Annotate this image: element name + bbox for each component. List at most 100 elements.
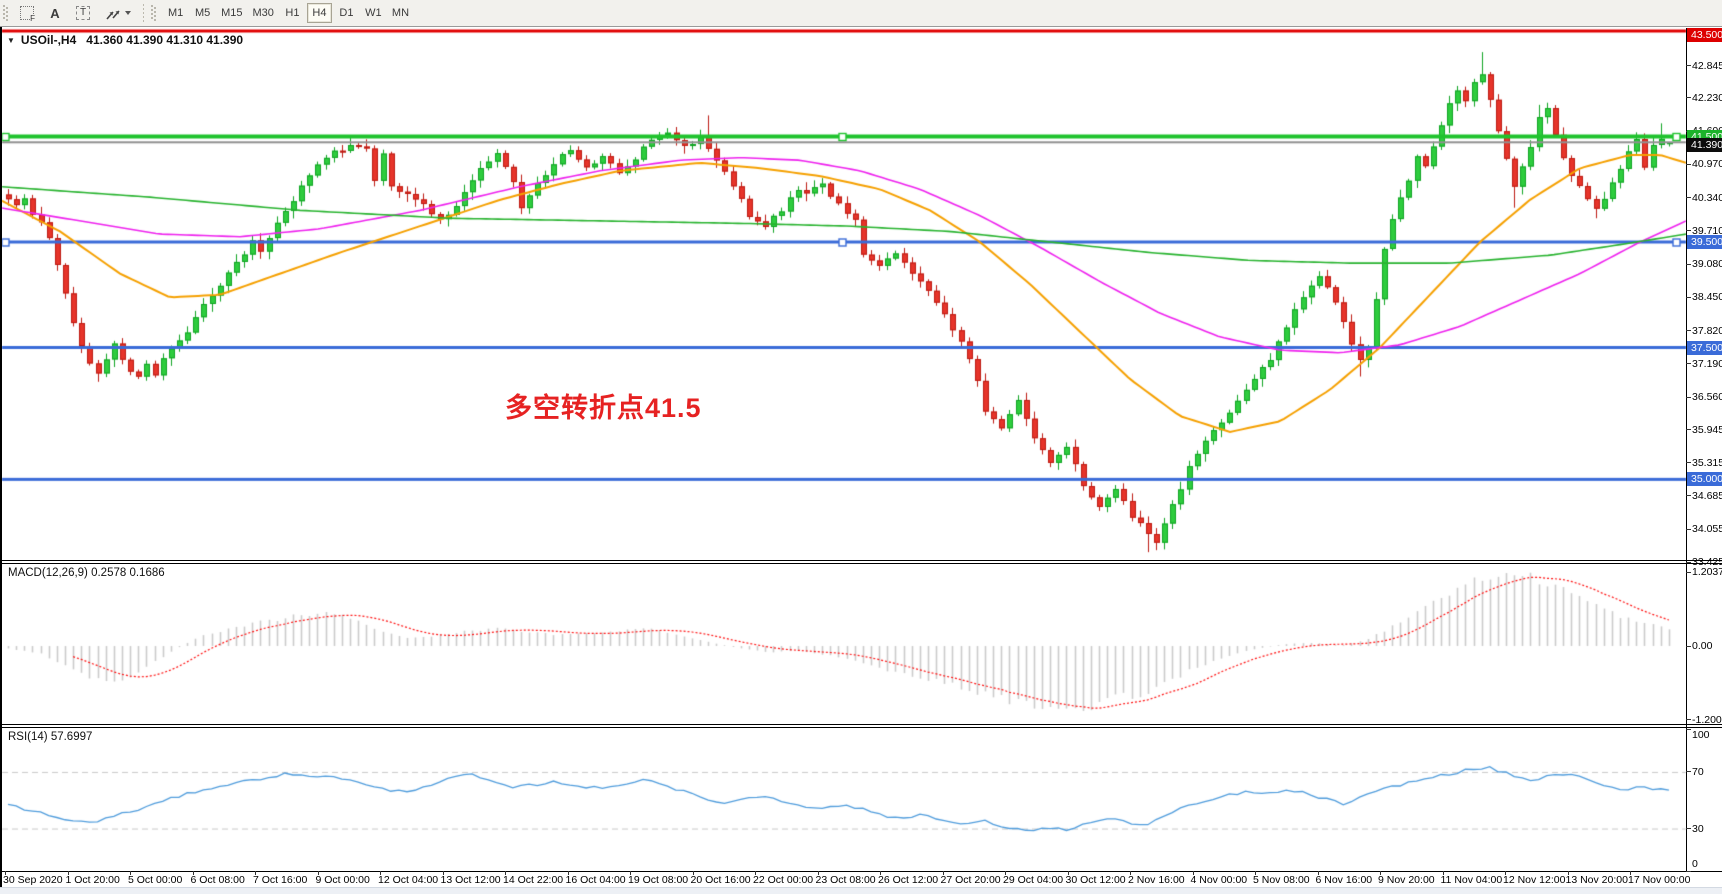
time-tick-label: 9 Oct 00:00 xyxy=(315,874,370,886)
pane-separator[interactable] xyxy=(0,724,1722,725)
bottom-strip xyxy=(0,887,1722,894)
time-tick-mark xyxy=(1255,871,1256,875)
macd-tick-mark xyxy=(1686,645,1691,647)
price-tick-label: 42.845 xyxy=(1692,59,1722,72)
chart-annotation-text[interactable]: 多空转折点41.5 xyxy=(505,393,702,423)
collapse-triangle-icon[interactable]: ▼ xyxy=(7,36,15,45)
price-badge: 37.500 xyxy=(1687,340,1722,355)
time-tick-label: 17 Nov 00:00 xyxy=(1628,874,1691,886)
price-tick-label: 39.080 xyxy=(1692,258,1722,271)
time-tick-mark xyxy=(1567,871,1569,875)
time-tick-label: 9 Nov 20:00 xyxy=(1378,874,1435,886)
toolbar-grip[interactable] xyxy=(3,5,8,21)
time-tick-mark xyxy=(505,871,506,875)
price-badge: 43.500 xyxy=(1687,28,1722,42)
timeframe-toolbar-grip[interactable] xyxy=(151,5,157,21)
pane-separator[interactable] xyxy=(0,563,1722,564)
macd-label: MACD(12,26,9) 0.2578 0.1686 xyxy=(8,567,165,579)
price-tick-mark xyxy=(1686,296,1691,298)
time-tick-mark xyxy=(755,871,756,875)
timeframe-button-M30[interactable]: M30 xyxy=(249,3,278,23)
macd-tick-label: 0.00 xyxy=(1692,640,1713,652)
window-left-border xyxy=(0,27,2,888)
timeframe-button-H4[interactable]: H4 xyxy=(306,3,332,23)
font-tool-button[interactable]: A xyxy=(43,2,67,24)
text-box-icon: T xyxy=(76,6,91,20)
price-tick-label: 40.970 xyxy=(1692,158,1722,171)
time-tick-label: 13 Nov 20:00 xyxy=(1565,874,1628,886)
time-tick-label: 5 Nov 08:00 xyxy=(1253,874,1310,886)
price-axis-border xyxy=(1686,28,1687,872)
timeframe-button-M1[interactable]: M1 xyxy=(163,3,188,23)
time-tick-label: 2 Nov 16:00 xyxy=(1128,874,1185,886)
template-tool-button[interactable]: F xyxy=(13,2,41,24)
arrows-icon xyxy=(106,7,121,20)
rsi-tick-mark xyxy=(1686,870,1691,872)
time-tick-mark xyxy=(567,871,569,875)
price-tick-mark xyxy=(1686,197,1691,199)
price-tick-mark xyxy=(1686,330,1691,332)
time-tick-label: 20 Oct 16:00 xyxy=(690,874,751,886)
timeframe-button-MN[interactable]: MN xyxy=(388,3,413,23)
rsi-label: RSI(14) 57.6997 xyxy=(8,731,93,743)
time-tick-mark xyxy=(817,871,819,875)
macd-tick-label: -1.2008 xyxy=(1692,713,1722,726)
time-tick-label: 11 Nov 04:00 xyxy=(1440,874,1503,886)
timeframe-button-W1[interactable]: W1 xyxy=(361,3,386,23)
macd-tick-label: 1.2037 xyxy=(1692,566,1722,579)
timeframe-button-M15[interactable]: M15 xyxy=(217,3,246,23)
pane-separator[interactable] xyxy=(0,727,1722,728)
timeframe-button-M5[interactable]: M5 xyxy=(190,3,215,23)
timeframe-button-D1[interactable]: D1 xyxy=(334,3,359,23)
time-tick-mark xyxy=(630,871,631,875)
font-icon: A xyxy=(50,5,60,21)
time-tick-label: 30 Sep 2020 xyxy=(3,874,63,886)
price-tick-mark xyxy=(1686,363,1691,365)
time-tick-label: 14 Oct 22:00 xyxy=(503,874,564,886)
time-tick-label: 29 Oct 04:00 xyxy=(1003,874,1064,886)
price-tick-label: 33.425 xyxy=(1692,556,1722,569)
macd-tick-mark xyxy=(1686,719,1691,721)
time-tick-mark xyxy=(880,871,881,875)
time-tick-label: 1 Oct 20:00 xyxy=(65,874,120,886)
timeframe-button-group: M1 M5 M15 M30 H1 H4 D1 W1 MN xyxy=(162,3,414,23)
timeframe-button-H1[interactable]: H1 xyxy=(280,3,305,23)
arrows-tool-button[interactable] xyxy=(99,2,138,24)
price-badge: 39.500 xyxy=(1687,235,1722,249)
rsi-tick-label: 100 xyxy=(1692,729,1710,741)
time-tick-mark xyxy=(317,871,319,875)
pane-separator[interactable] xyxy=(0,560,1722,561)
time-tick-mark xyxy=(255,871,256,875)
time-tick-mark xyxy=(1380,871,1381,875)
time-tick-label: 26 Oct 12:00 xyxy=(878,874,939,886)
price-tick-label: 42.230 xyxy=(1692,91,1722,104)
time-tick-mark xyxy=(1130,871,1131,875)
time-tick-mark xyxy=(1005,871,1006,875)
time-tick-label: 23 Oct 08:00 xyxy=(815,874,876,886)
price-tick-mark xyxy=(1686,230,1691,232)
price-tick-mark xyxy=(1686,528,1691,530)
price-badge: 35.000 xyxy=(1687,472,1722,487)
text-box-tool-button[interactable]: T xyxy=(69,2,97,24)
time-tick-mark xyxy=(1505,871,1506,875)
time-tick-mark xyxy=(380,871,381,875)
time-tick-label: 19 Oct 08:00 xyxy=(628,874,689,886)
time-tick-label: 12 Oct 04:00 xyxy=(378,874,439,886)
time-tick-mark xyxy=(442,871,444,875)
time-tick-mark xyxy=(692,871,694,875)
time-tick-label: 12 Nov 12:00 xyxy=(1503,874,1566,886)
price-tick-mark xyxy=(1686,561,1691,563)
price-tick-label: 40.340 xyxy=(1692,191,1722,204)
time-tick-label: 7 Oct 16:00 xyxy=(253,874,308,886)
rsi-tick-label: 0 xyxy=(1692,858,1698,870)
time-tick-mark xyxy=(5,871,6,875)
time-tick-label: 5 Oct 00:00 xyxy=(128,874,183,886)
time-tick-label: 4 Nov 00:00 xyxy=(1190,874,1248,886)
time-tick-label: 13 Oct 12:00 xyxy=(440,874,501,886)
chevron-down-icon xyxy=(125,11,132,15)
rsi-tick-label: 30 xyxy=(1692,822,1704,835)
price-tick-label: 35.945 xyxy=(1692,423,1722,436)
price-tick-label: 35.315 xyxy=(1692,456,1722,469)
